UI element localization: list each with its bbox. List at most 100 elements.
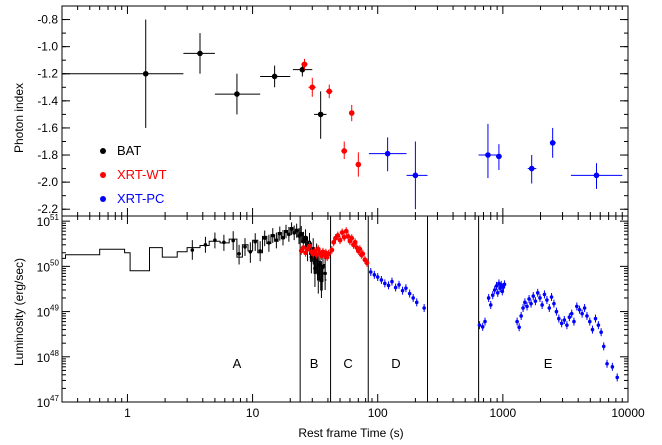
data-point [355,161,362,168]
data-point [527,297,531,301]
data-point [496,153,502,160]
data-point [562,318,567,322]
data-point [521,306,525,310]
data-point [368,270,373,274]
x-tick-label: 100 [368,406,388,420]
data-point [601,344,606,349]
data-point [390,279,394,284]
x-tick-label: 1 [124,406,131,420]
y-tick-label: -1.8 [37,148,58,162]
data-point [533,299,538,303]
data-point [243,245,247,249]
y-tick-label: -0.8 [37,13,58,27]
top-panel: -0.8 -1.0 -1.2 -1.4 -1.6 -1.8 -2.0 -2.2 [37,5,629,217]
y-tick-label: -1.0 [37,40,58,54]
data-point [248,249,253,254]
y-tick-label: -1.6 [37,121,58,135]
y-tick-label: -2.0 [37,175,58,189]
region-label: B [310,356,319,371]
data-point [517,325,521,330]
data-point [341,234,347,240]
data-point [492,288,497,292]
data-point [375,275,380,279]
data-point [490,293,495,298]
data-point [590,327,595,332]
data-point [582,306,587,310]
data-point [234,91,240,97]
region-label: C [343,356,352,371]
region-label: A [233,356,242,371]
data-point [615,375,620,380]
legend-label-bat: BAT [117,143,141,158]
data-point [557,316,561,321]
data-point [411,296,415,300]
data-point [345,233,351,239]
data-point [287,232,291,237]
data-point [372,273,377,277]
data-point [331,239,337,245]
data-point [502,282,507,287]
y-tick-label-exponent: 47 [50,394,59,403]
data-point [538,296,542,300]
data-point [313,266,317,271]
data-point [316,271,321,276]
data-point [309,84,316,91]
data-point [281,235,285,240]
bottom-plot-frame [61,215,629,403]
data-point [575,304,579,309]
data-point [531,294,536,298]
data-point [407,291,412,296]
data-point [231,238,235,243]
data-point [529,301,533,306]
data-point [222,240,226,245]
x-tick-label: 1000 [490,406,517,420]
data-point [292,231,296,235]
data-point [318,262,322,267]
data-point [190,248,195,252]
data-point [339,230,345,235]
data-point [554,309,559,314]
data-point [142,70,149,77]
data-point [580,311,584,316]
region-label: D [391,356,400,371]
data-point [357,246,363,252]
region-label: E [544,356,553,371]
data-point [593,316,598,321]
data-point [515,319,519,324]
data-point [383,281,387,286]
data-point [535,291,540,295]
data-point [414,300,419,305]
data-point [197,50,203,57]
data-point [323,271,327,276]
data-point [593,172,600,179]
y-tick-label: -2.2 [37,202,58,216]
bottom-panel-marks [62,222,620,382]
data-point [335,233,341,238]
y-tick-label-base: 10 [37,351,51,365]
data-point [329,247,335,253]
data-point [343,228,349,234]
data-point [277,231,282,236]
x-axis-label: Rest frame Time (s) [298,426,403,440]
data-point [326,88,333,95]
data-point [542,292,547,297]
data-point [486,296,491,300]
data-point [237,251,241,256]
top-y-axis-label: Photon index [12,83,26,153]
data-point [525,304,529,309]
y-tick-label: -1.2 [37,67,58,81]
data-point [284,229,288,234]
data-point [352,239,358,245]
data-point [404,286,408,290]
data-point [274,238,279,242]
data-point [540,303,544,307]
data-point [309,255,314,259]
data-point [326,251,331,257]
legend-marker-xrt-pc [100,196,106,202]
data-point [393,285,398,290]
data-point [547,306,552,310]
data-point [572,319,576,324]
data-point [549,140,556,146]
data-point [545,298,549,302]
data-point [258,249,262,253]
